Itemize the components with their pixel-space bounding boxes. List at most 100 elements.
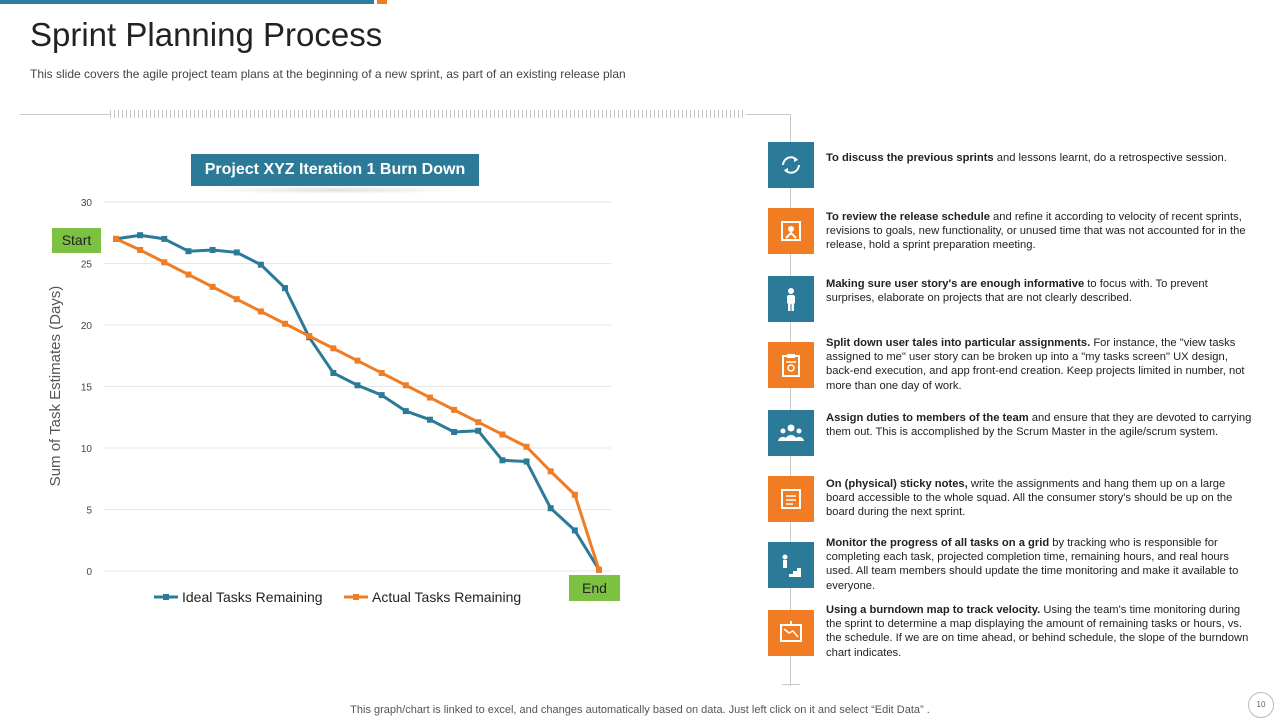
data-point <box>185 271 192 278</box>
data-point <box>137 232 144 239</box>
progress-stairs-icon <box>768 542 814 588</box>
divider-left <box>20 114 110 115</box>
end-badge <box>569 575 620 601</box>
step-heading: On (physical) sticky notes, <box>826 478 968 490</box>
burndown-map-icon <box>768 610 814 656</box>
data-point <box>257 261 264 268</box>
y-tick-label: 25 <box>81 260 93 271</box>
step-description: and lessons learnt, do a retrospective s… <box>993 152 1227 164</box>
data-point <box>402 382 409 389</box>
y-tick-label: 20 <box>81 321 93 332</box>
step-text: Split down user tales into particular as… <box>826 336 1256 393</box>
step-heading: To discuss the previous sprints <box>826 152 994 164</box>
data-point <box>451 429 458 436</box>
step-text: Monitor the progress of all tasks on a g… <box>826 536 1256 593</box>
data-point <box>571 491 578 498</box>
data-point <box>233 249 240 256</box>
step-heading: To review the release schedule <box>826 211 990 223</box>
data-point <box>499 457 506 464</box>
step-heading: Making sure user story's are enough info… <box>826 278 1085 290</box>
data-point <box>185 248 192 255</box>
data-point <box>354 357 361 364</box>
legend-swatch-marker <box>163 594 169 600</box>
refresh-cycle-icon <box>768 142 814 188</box>
data-point <box>523 458 530 465</box>
timeline-foot <box>782 684 800 685</box>
step-description: For instance, the "view tasks assigned t… <box>826 337 1245 392</box>
data-point <box>161 259 168 266</box>
release-schedule-icon <box>768 208 814 254</box>
y-tick-label: 30 <box>81 198 93 209</box>
data-point <box>282 285 289 292</box>
step-text: On (physical) sticky notes, write the as… <box>826 477 1256 520</box>
divider-right <box>746 114 791 115</box>
data-point <box>475 427 482 434</box>
person-icon <box>768 276 814 322</box>
series-line-actual <box>115 237 601 571</box>
step-description: and ensure that they are devoted to carr… <box>826 412 1252 439</box>
data-point <box>475 419 482 426</box>
y-tick-label: 15 <box>81 383 93 394</box>
step-heading: Split down user tales into particular as… <box>826 337 1091 349</box>
step-heading: Monitor the progress of all tasks on a g… <box>826 537 1050 549</box>
chart-title: Project XYZ Iteration 1 Burn Down <box>191 154 479 186</box>
data-point <box>426 416 433 423</box>
y-axis-label: Sum of Task Estimates (Days) <box>47 286 64 487</box>
data-point <box>596 566 602 573</box>
end-label: End <box>582 580 607 596</box>
data-point <box>402 408 409 415</box>
step-description: write the assignments and hang them up o… <box>826 478 1233 519</box>
timeline-line <box>790 114 791 686</box>
data-point <box>282 320 289 327</box>
step-description: Using the team's time monitoring during … <box>826 604 1249 659</box>
data-point <box>451 406 458 413</box>
data-point <box>233 296 240 303</box>
data-point <box>426 394 433 401</box>
step-text: Using a burndown map to track velocity. … <box>826 603 1256 660</box>
legend-label: Ideal Tasks Remaining <box>182 589 323 605</box>
data-point <box>113 235 119 242</box>
data-point <box>523 443 530 450</box>
step-heading: Using a burndown map to track velocity. <box>826 604 1041 616</box>
page-number: 10 <box>1248 692 1274 718</box>
data-point <box>378 369 385 376</box>
page-subtitle: This slide covers the agile project team… <box>30 67 626 81</box>
data-point <box>378 392 385 399</box>
data-point <box>354 382 361 389</box>
step-text: Assign duties to members of the team and… <box>826 411 1256 439</box>
start-badge <box>52 228 101 253</box>
footnote: This graph/chart is linked to excel, and… <box>350 704 930 716</box>
top-accent-bar-blue <box>0 0 374 4</box>
team-icon <box>768 410 814 456</box>
chart-title-shadow <box>200 186 470 194</box>
data-point <box>330 345 337 352</box>
step-text: To review the release schedule and refin… <box>826 210 1256 253</box>
legend-label: Actual Tasks Remaining <box>372 589 521 605</box>
data-point <box>137 246 144 253</box>
step-description: by tracking who is responsible for compl… <box>826 537 1239 592</box>
data-point <box>209 283 216 290</box>
data-point <box>161 235 168 242</box>
sticky-notes-icon <box>768 476 814 522</box>
data-point <box>571 527 578 534</box>
step-heading: Assign duties to members of the team <box>826 412 1029 424</box>
data-point <box>330 369 337 376</box>
y-tick-label: 10 <box>81 444 93 455</box>
data-point <box>257 308 264 315</box>
hatched-divider <box>110 110 746 118</box>
data-point <box>209 246 216 253</box>
top-accent-bar-orange <box>377 0 387 4</box>
start-label: Start <box>62 232 92 248</box>
y-tick-label: 0 <box>86 567 92 578</box>
step-description: and refine it according to velocity of r… <box>826 211 1246 252</box>
data-point <box>547 468 554 475</box>
step-description: to focus with. To prevent surprises, ela… <box>826 278 1208 305</box>
clipboard-icon <box>768 342 814 388</box>
legend-swatch-marker <box>353 594 359 600</box>
data-point <box>499 431 506 438</box>
y-tick-label: 5 <box>86 506 92 517</box>
page-title: Sprint Planning Process <box>30 16 383 53</box>
data-point <box>547 505 554 512</box>
step-text: To discuss the previous sprints and less… <box>826 151 1256 165</box>
step-text: Making sure user story's are enough info… <box>826 277 1256 305</box>
